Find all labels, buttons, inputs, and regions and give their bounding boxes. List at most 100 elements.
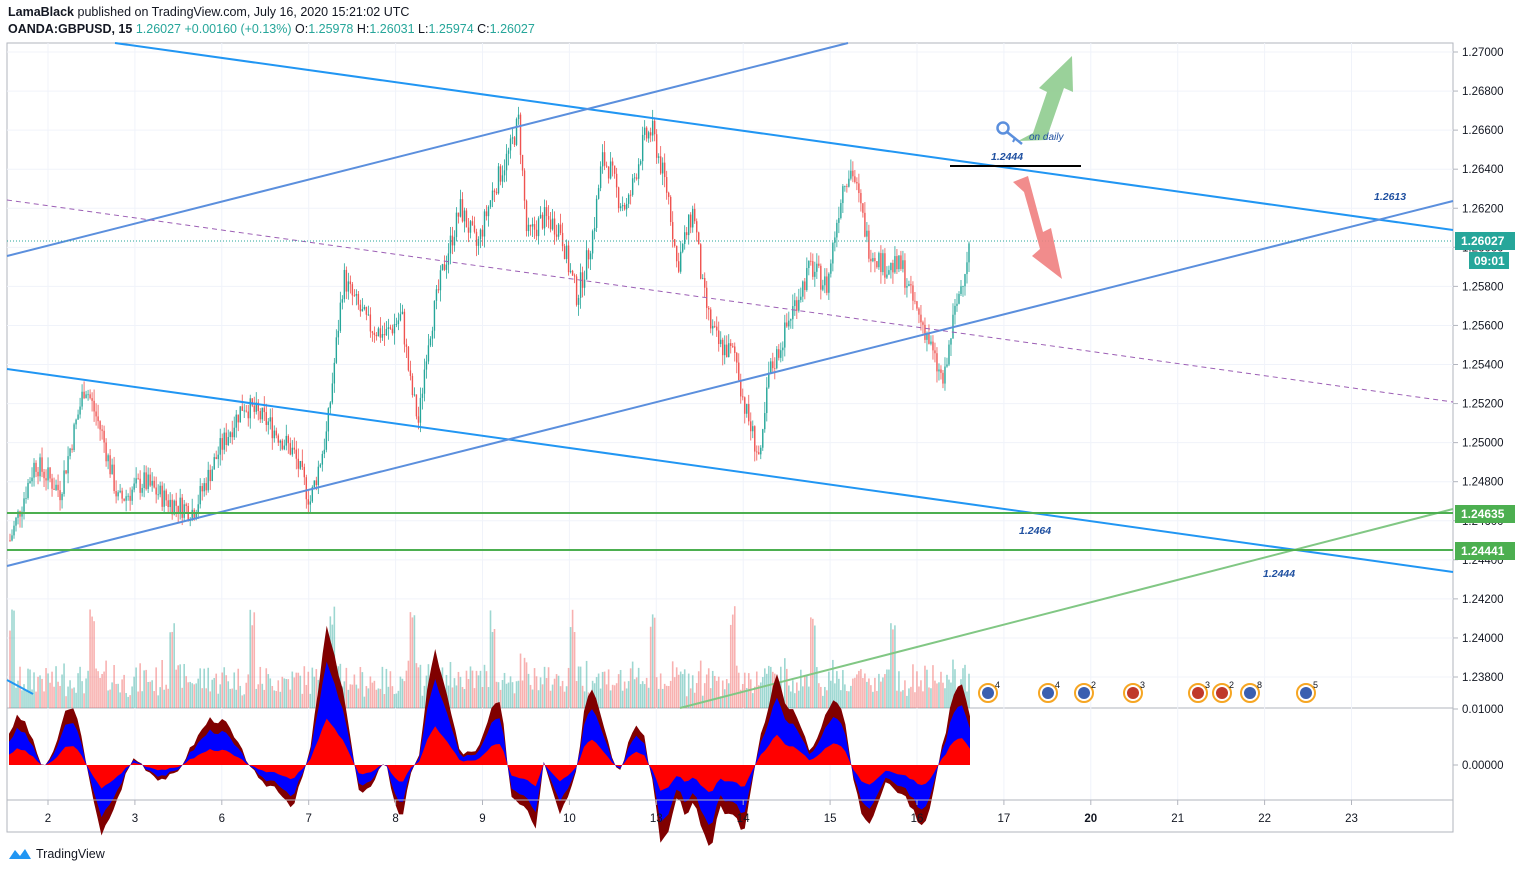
candle-body: [936, 353, 938, 372]
candle-body: [419, 397, 422, 423]
volume-bar: [167, 688, 169, 708]
candle-body: [740, 380, 742, 397]
volume-bar: [615, 683, 618, 708]
candle-body: [579, 272, 582, 298]
candle-body: [295, 449, 297, 459]
volume-bar: [257, 684, 260, 708]
volume-bar: [129, 695, 131, 708]
rising-line-upper[interactable]: [6, 42, 849, 257]
price-tick-label: 1.27000: [1462, 47, 1504, 59]
osc-tick-label: 0.01000: [1462, 704, 1504, 716]
candle-body: [802, 281, 804, 297]
author-name[interactable]: LamaBlack: [8, 5, 75, 19]
up-arrow-icon[interactable]: [1018, 56, 1073, 141]
volume-bar: [363, 696, 366, 708]
event-flag-icon[interactable]: 8: [1240, 680, 1262, 703]
volume-bar: [23, 684, 25, 708]
volume-bar: [930, 688, 932, 708]
volume-bar: [842, 670, 844, 708]
candle-body: [81, 391, 83, 407]
candle-body: [679, 251, 682, 272]
volume-bar: [283, 678, 286, 708]
event-flag-fill: [1192, 687, 1204, 699]
candle-body: [135, 478, 137, 484]
candle-body: [583, 279, 586, 288]
candle-body: [83, 391, 85, 399]
volume-bar: [699, 660, 702, 708]
volume-bar: [407, 660, 410, 708]
down-arrow-icon[interactable]: [1013, 176, 1062, 279]
candle-body: [555, 234, 558, 237]
channel-upper-line[interactable]: [114, 42, 1454, 231]
symbol-label[interactable]: OANDA:GBPUSD, 15: [8, 22, 133, 36]
candle-body: [237, 414, 239, 423]
candle-body: [846, 185, 848, 187]
volume-bar: [561, 680, 564, 708]
candle-body: [888, 270, 890, 275]
event-flag-icon[interactable]: 4: [978, 680, 1000, 703]
candle-body: [55, 484, 57, 490]
footer-brand-text[interactable]: TradingView: [36, 847, 105, 861]
volume-bar: [639, 684, 642, 708]
volume-bar: [898, 671, 900, 708]
candle-body: [409, 370, 412, 376]
volume-bar: [409, 612, 412, 708]
volume-bar: [729, 624, 732, 708]
candle-body: [932, 341, 934, 351]
event-flag-icon[interactable]: 2: [1074, 680, 1096, 703]
candle-body: [447, 253, 450, 265]
candle-body: [780, 350, 782, 358]
candle-body: [768, 372, 770, 388]
volume-bar: [65, 696, 67, 708]
candle-body: [163, 490, 165, 507]
candle-body: [151, 480, 153, 486]
event-flag-icon[interactable]: 3: [1188, 680, 1210, 703]
volume-bar: [551, 684, 554, 708]
candle-body: [712, 326, 714, 329]
volume-bar: [916, 671, 918, 708]
candle-body: [607, 166, 610, 179]
rising-line-lower[interactable]: [6, 200, 1454, 567]
volume-bar: [103, 671, 105, 708]
event-flag-icon[interactable]: 2: [1212, 680, 1234, 703]
volume-bar: [263, 689, 266, 708]
volume-bar: [790, 691, 792, 708]
candle-body: [229, 432, 231, 437]
candle-body: [379, 328, 382, 338]
volume-bar: [525, 662, 528, 708]
volume-bar: [347, 689, 350, 708]
candle-body: [657, 156, 660, 158]
channel-midline[interactable]: [6, 199, 1454, 403]
event-flag-icon[interactable]: 3: [1123, 680, 1145, 703]
volume-bar: [884, 674, 886, 708]
volume-bar: [862, 678, 864, 708]
time-tick-label: 23: [1345, 813, 1358, 825]
volume-bar: [461, 686, 464, 708]
channel-lower-line[interactable]: [6, 368, 1454, 573]
osc-tick-label: 0.00000: [1462, 760, 1504, 772]
volume-bar: [547, 667, 550, 708]
event-flag-icon[interactable]: 5: [1296, 680, 1318, 703]
volume-bar: [313, 676, 316, 708]
volume-bar: [49, 682, 51, 708]
volume-bars: [9, 606, 970, 708]
rising-support-line[interactable]: [679, 508, 1454, 709]
candle-body: [690, 214, 692, 228]
volume-bar: [765, 673, 768, 708]
candle-body: [569, 270, 572, 273]
last-price-tag-text: 1.26027: [1461, 234, 1505, 248]
volume-bar: [89, 609, 91, 708]
candle-body: [892, 262, 894, 273]
volume-bar: [894, 625, 896, 708]
volume-bar: [968, 673, 970, 708]
volume-bar: [463, 689, 466, 708]
volume-bar: [745, 687, 748, 708]
candle-body: [714, 326, 716, 327]
volume-bar: [33, 672, 35, 708]
event-flag-icon[interactable]: 4: [1038, 680, 1060, 703]
economic-events[interactable]: 4 4 2 3 3 2 8 5: [978, 680, 1318, 703]
candle-body: [85, 394, 87, 399]
volume-bar: [303, 666, 306, 708]
volume-bar: [906, 695, 908, 708]
